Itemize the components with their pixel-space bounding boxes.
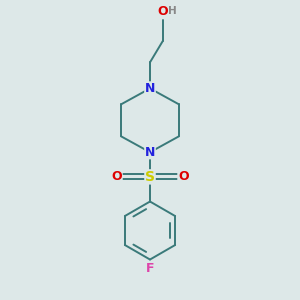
Text: O: O bbox=[158, 5, 168, 18]
Text: H: H bbox=[168, 6, 177, 16]
Text: N: N bbox=[145, 82, 155, 95]
Text: N: N bbox=[145, 146, 155, 159]
Text: F: F bbox=[146, 262, 154, 275]
Text: S: S bbox=[145, 170, 155, 184]
Text: O: O bbox=[111, 170, 122, 183]
Text: O: O bbox=[178, 170, 189, 183]
